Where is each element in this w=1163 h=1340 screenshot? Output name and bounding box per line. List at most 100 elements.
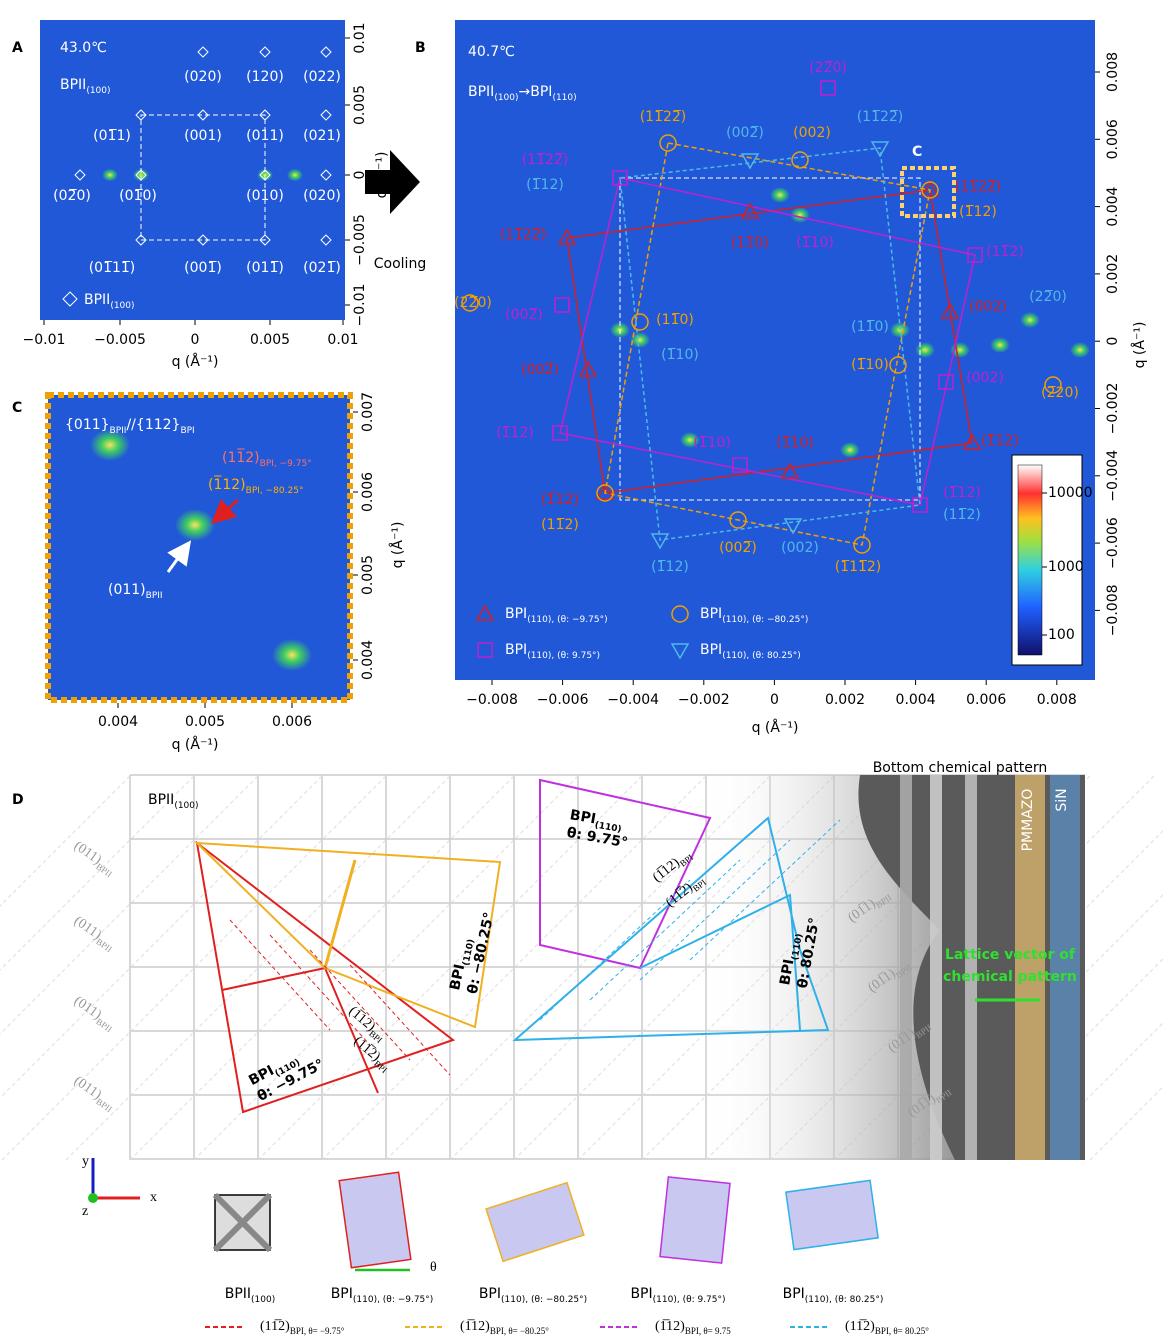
x-tick-label: 0 — [191, 332, 200, 348]
text-part: (010) — [246, 188, 284, 204]
x-axis-label: q (Å⁻¹) — [752, 719, 799, 736]
y-tick-label: −0.002 — [1105, 383, 1121, 435]
text-part: 0.004 — [1105, 186, 1121, 226]
icon — [339, 1172, 411, 1267]
y-axis-label: q (Å⁻¹) — [389, 522, 406, 569]
text-part: (11̅2) — [943, 507, 981, 523]
text-part: BPII — [84, 292, 110, 308]
text-part: B — [415, 40, 426, 56]
text-part: 0.006 — [360, 472, 376, 512]
text-part: chemical pattern — [943, 969, 1077, 985]
subscript: (100) — [494, 93, 518, 103]
outline — [197, 843, 453, 1112]
y-tick-label: 0 — [352, 171, 368, 180]
text-part: 0.004 — [360, 640, 376, 680]
spot-label: (002̅) — [719, 540, 757, 556]
text-part: θ — [430, 1260, 437, 1275]
subscript: (110), (θ: −9.75°) — [527, 615, 607, 625]
text-part: A — [12, 40, 23, 56]
text-part: (020) — [303, 188, 341, 204]
panel-label: A — [12, 40, 23, 56]
text-part: 0 — [1105, 337, 1121, 346]
y-tick-label: 0.007 — [360, 392, 376, 432]
text-part: (1̅12) — [496, 425, 534, 441]
x-tick-label: 0.005 — [185, 714, 225, 730]
text-part: (11̅22̅) — [500, 227, 547, 243]
text-part: (22̅0) — [809, 60, 847, 76]
colorbar — [1018, 465, 1042, 655]
text-part: BPI — [479, 1286, 501, 1302]
text-part: 43.0℃ — [60, 40, 107, 56]
text-part: (1̅12) — [651, 559, 689, 575]
text-part: (1̅10) — [776, 435, 814, 451]
x-tick-label: −0.008 — [466, 692, 518, 708]
subscript: (110), (θ: 9.75°) — [527, 651, 600, 661]
text-part: (1̅12) — [959, 204, 997, 220]
text-part: Lattice vector of — [945, 947, 1076, 963]
text-part: 0.007 — [360, 392, 376, 432]
spot-label: (11̅22̅) — [522, 152, 569, 168]
text-part: (002̅) — [521, 362, 559, 378]
panel-label: D — [12, 792, 24, 808]
plane-label: (011)BPII — [70, 839, 118, 880]
spot-label: (22̅0) — [809, 60, 847, 76]
spot-label: (11̅22̅) — [955, 179, 1002, 195]
text-part: 1000 — [1048, 559, 1084, 575]
icon — [660, 1177, 730, 1263]
text-part: (1̅12) — [208, 475, 246, 493]
subscript: (110), (θ: −80.25°) — [722, 615, 808, 625]
text-part: −0.005 — [352, 214, 368, 266]
x-tick-label: 0.005 — [250, 332, 290, 348]
text-part: −0.004 — [1105, 450, 1121, 502]
text-part: (002̅) — [719, 540, 757, 556]
spot-label: (1̅10) — [851, 357, 889, 373]
stripe-label: SiN — [1054, 788, 1070, 811]
spot-label: (001̅) — [184, 260, 222, 276]
subscript: (110) — [552, 93, 576, 103]
y-axis-label: q (Å⁻¹) — [1131, 322, 1148, 369]
text-part: 0.01 — [352, 22, 368, 53]
text-part: −0.01 — [23, 332, 66, 348]
text-part: PMMAZO — [1020, 789, 1036, 852]
text-part: −0.008 — [1105, 584, 1121, 636]
theta: θ — [430, 1260, 437, 1275]
x-axis-label: q (Å⁻¹) — [172, 353, 219, 370]
text-part: (011̅) — [246, 260, 284, 276]
arrow-label: Cooling — [374, 256, 426, 272]
text-part: −0.002 — [1105, 383, 1121, 435]
text-part: (11̅2) — [541, 517, 579, 533]
spot-label: (1̅12) — [496, 425, 534, 441]
spot-label: (11̅22̅) — [500, 227, 547, 243]
text-part: (11̅2) — [986, 244, 1024, 260]
x-tick-label: 0.006 — [966, 692, 1006, 708]
spot-label: (011) — [246, 128, 284, 144]
spot-label: (002) — [793, 125, 831, 141]
text-part: −0.004 — [607, 692, 659, 708]
y-tick-label: 0.005 — [352, 85, 368, 125]
text-part: BPI — [505, 606, 527, 622]
temperature: 43.0℃ — [60, 40, 107, 56]
subscript: BPI, θ= −9.75° — [290, 1326, 345, 1336]
text-part: (1̅12) — [655, 1319, 685, 1334]
subscript: BPII — [110, 426, 127, 436]
text-part: (22̅0) — [454, 295, 492, 311]
diffraction-spot — [1020, 312, 1040, 328]
spot-label: (1̅12) — [959, 204, 997, 220]
plane-label: (011)BPII — [70, 914, 118, 955]
spot-label: (01̅11̅) — [89, 260, 136, 276]
x-tick-label: −0.002 — [678, 692, 730, 708]
text-part: BPI — [505, 642, 527, 658]
text-part: BPI — [700, 606, 722, 622]
spot-label: (1̅10) — [693, 435, 731, 451]
y-tick-label: −0.006 — [1105, 517, 1121, 569]
text-part: q (Å⁻¹) — [373, 152, 390, 199]
diffraction-spot — [770, 187, 790, 203]
text-part: 0.005 — [352, 85, 368, 125]
outline — [540, 780, 710, 968]
subscript: BPII — [94, 861, 114, 879]
subscript: BPI — [180, 426, 194, 436]
subscript: BPI, −80.25° — [246, 486, 304, 496]
spot-label: (11̅0) — [731, 235, 769, 251]
text-part: BPII — [468, 84, 494, 100]
text-part: q (Å⁻¹) — [172, 353, 219, 370]
